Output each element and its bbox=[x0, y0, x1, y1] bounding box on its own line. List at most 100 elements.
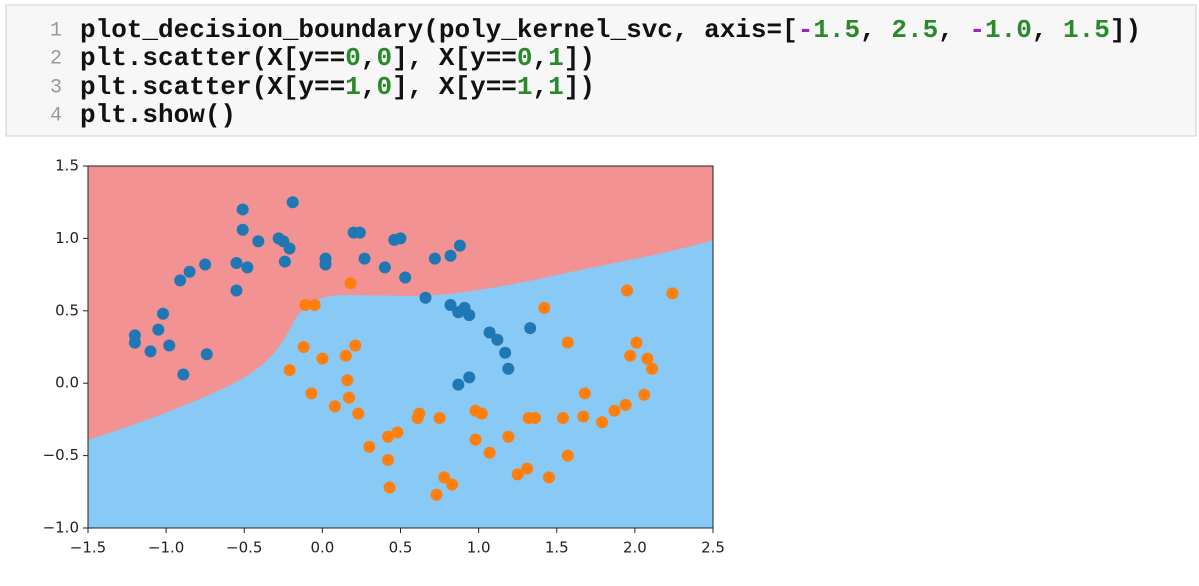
point bbox=[452, 378, 465, 391]
point bbox=[438, 471, 451, 484]
point bbox=[646, 362, 659, 375]
point bbox=[578, 387, 591, 400]
point bbox=[174, 274, 187, 287]
code-line: plt.scatter(X[y==0,0], X[y==0,1]) bbox=[80, 43, 595, 73]
point bbox=[502, 430, 515, 443]
point bbox=[299, 299, 312, 312]
point bbox=[308, 299, 321, 312]
point bbox=[382, 453, 394, 466]
point bbox=[230, 284, 243, 297]
point bbox=[157, 307, 169, 320]
point bbox=[538, 301, 551, 314]
point bbox=[286, 196, 299, 209]
y-tick-label: −1.0 bbox=[43, 519, 79, 537]
point bbox=[144, 345, 157, 358]
point bbox=[638, 388, 651, 401]
point bbox=[383, 481, 396, 494]
point bbox=[430, 488, 443, 501]
x-tick-label: −1.5 bbox=[70, 539, 106, 557]
point bbox=[428, 252, 441, 265]
code-lines: 1 2 3 4 plot_decision_boundary(poly_kernel_s… bbox=[50, 15, 1141, 130]
point bbox=[283, 242, 296, 255]
point bbox=[561, 449, 574, 462]
y-tick-label: −0.5 bbox=[43, 446, 79, 464]
point bbox=[444, 299, 457, 312]
x-tick-label: 0.5 bbox=[389, 539, 413, 557]
point bbox=[499, 346, 512, 359]
y-tick-label: 1.5 bbox=[55, 157, 79, 175]
line-number: 3 bbox=[50, 76, 62, 99]
x-tick-label: 2.5 bbox=[701, 539, 725, 557]
point bbox=[577, 410, 590, 423]
point bbox=[319, 258, 332, 271]
point bbox=[353, 226, 366, 239]
point bbox=[542, 471, 555, 484]
line-number: 1 bbox=[50, 19, 62, 42]
x-tick-label: −0.5 bbox=[226, 539, 262, 557]
point bbox=[252, 235, 265, 248]
code-line: plt.show() bbox=[80, 100, 236, 130]
x-tick-label: 0.0 bbox=[310, 539, 334, 557]
point bbox=[236, 203, 249, 216]
point bbox=[621, 284, 634, 297]
point bbox=[152, 323, 165, 336]
point bbox=[619, 398, 632, 411]
point bbox=[349, 339, 362, 352]
point bbox=[608, 404, 621, 417]
point bbox=[502, 362, 515, 375]
point bbox=[236, 223, 249, 236]
plot: −1.5 −1.0 −0.5 0.0 0.5 1.0 1.5 2.0 2.5 1.5 1.0 0.5 0… bbox=[43, 157, 725, 557]
code-line: plot_decision_boundary(poly_kernel_svc, … bbox=[80, 15, 1141, 45]
region bbox=[88, 240, 713, 528]
point bbox=[344, 277, 357, 290]
point bbox=[524, 322, 537, 335]
point bbox=[316, 352, 329, 365]
point bbox=[630, 336, 643, 349]
x-tick-label: 2.0 bbox=[623, 539, 647, 557]
point bbox=[528, 411, 541, 424]
point bbox=[469, 433, 482, 446]
point bbox=[163, 339, 176, 352]
point bbox=[511, 468, 524, 481]
point bbox=[341, 374, 354, 387]
x-tick-label: 1.5 bbox=[545, 539, 569, 557]
point bbox=[382, 430, 394, 443]
point bbox=[241, 261, 254, 274]
point bbox=[491, 333, 504, 346]
point bbox=[419, 291, 432, 304]
y-tick-label: 1.0 bbox=[55, 229, 79, 247]
x-tick-label: −1.0 bbox=[148, 539, 184, 557]
point bbox=[483, 446, 496, 459]
point bbox=[463, 371, 476, 384]
point bbox=[394, 232, 407, 245]
y-tick-label: 0.0 bbox=[55, 374, 79, 392]
point bbox=[177, 368, 190, 381]
point bbox=[230, 257, 243, 270]
code-cell[interactable] bbox=[5, 4, 1197, 137]
point bbox=[342, 391, 355, 404]
point bbox=[391, 426, 404, 439]
x-tick-label: 1.0 bbox=[467, 539, 491, 557]
point bbox=[641, 352, 654, 365]
point bbox=[283, 364, 296, 377]
point bbox=[446, 478, 459, 491]
point bbox=[328, 400, 341, 413]
code-line: plt.scatter(X[y==1,0], X[y==1,1]) bbox=[80, 72, 595, 102]
point bbox=[433, 411, 446, 424]
point bbox=[399, 271, 412, 284]
point bbox=[128, 336, 141, 349]
point bbox=[453, 239, 466, 252]
point bbox=[352, 407, 365, 420]
point bbox=[475, 407, 488, 420]
point bbox=[378, 261, 391, 274]
point bbox=[278, 255, 291, 268]
point bbox=[413, 407, 426, 420]
point bbox=[339, 349, 352, 362]
point bbox=[463, 309, 476, 322]
point bbox=[444, 249, 457, 262]
point bbox=[666, 287, 679, 300]
point bbox=[297, 341, 310, 353]
line-number: 4 bbox=[50, 104, 62, 127]
